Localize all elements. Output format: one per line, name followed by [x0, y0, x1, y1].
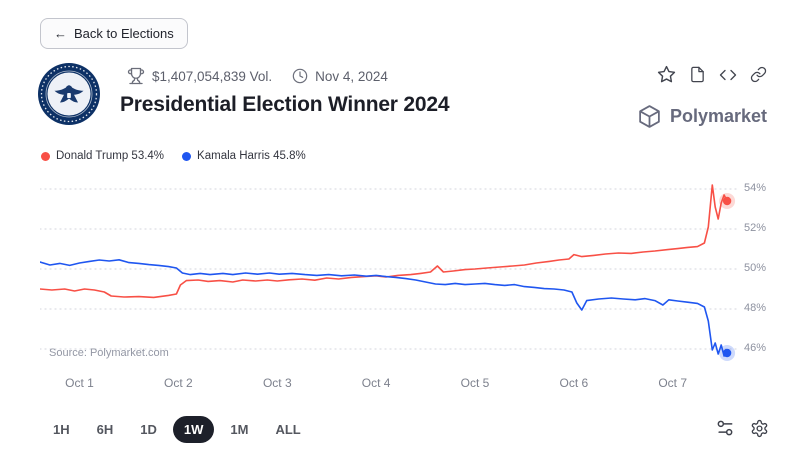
price-chart[interactable]: [40, 177, 737, 367]
range-1w-button[interactable]: 1W: [172, 416, 215, 443]
link-icon[interactable]: [750, 66, 767, 83]
legend-item: Kamala Harris 45.8%: [182, 150, 306, 162]
legend-label: Donald Trump 53.4%: [56, 150, 165, 162]
presidential-seal-icon: [37, 62, 101, 126]
source-attribution: Source: Polymarket.com: [49, 347, 169, 359]
legend-item: Donald Trump 53.4%: [41, 150, 164, 162]
back-button-label: Back to Elections: [74, 26, 174, 41]
document-icon[interactable]: [689, 66, 706, 83]
market-meta-row: $1,407,054,839 Vol. Nov 4, 2024: [127, 67, 388, 85]
end-date-text: Nov 4, 2024: [315, 68, 388, 84]
sliders-icon[interactable]: [715, 418, 735, 438]
chart-settings: [715, 418, 769, 438]
x-axis-label: Oct 1: [65, 376, 94, 390]
market-actions: [657, 65, 767, 84]
polymarket-wordmark: Polymarket: [669, 106, 767, 126]
range-1m-button[interactable]: 1M: [219, 416, 259, 443]
clock-icon: [292, 68, 308, 84]
range-6h-button[interactable]: 6H: [86, 416, 125, 443]
range-all-button[interactable]: ALL: [264, 416, 311, 443]
x-axis-label: Oct 3: [262, 376, 292, 390]
y-axis: 54% 52% 50% 48% 46%: [744, 177, 788, 367]
y-axis-label: 54%: [744, 182, 767, 194]
legend-dot: [41, 151, 50, 161]
gear-icon[interactable]: [750, 419, 769, 438]
back-arrow-icon: ←: [54, 26, 67, 41]
y-axis-label: 48%: [744, 302, 767, 314]
y-axis-label: 46%: [744, 342, 767, 354]
volume-text: $1,407,054,839 Vol.: [152, 68, 273, 84]
range-1d-button[interactable]: 1D: [129, 416, 168, 443]
x-axis-label: Oct 2: [164, 376, 193, 390]
x-axis-label: Oct 7: [658, 376, 688, 390]
page-title: Presidential Election Winner 2024: [120, 93, 450, 116]
legend-label: Kamala Harris 45.8%: [197, 150, 306, 162]
x-axis-label: Oct 6: [559, 376, 589, 390]
time-range-selector: 1H 6H 1D 1W 1M ALL: [42, 416, 312, 443]
x-axis-label: Oct 4: [361, 376, 391, 390]
x-axis-label: Oct 5: [460, 376, 490, 390]
y-axis-label: 52%: [744, 222, 767, 234]
legend-dot: [182, 151, 192, 161]
embed-code-icon[interactable]: [719, 66, 737, 84]
range-1h-button[interactable]: 1H: [42, 416, 81, 443]
x-axis: Oct 1 Oct 2 Oct 3 Oct 4 Oct 5 Oct 6 Oct 7: [40, 376, 737, 392]
chart-legend: Donald Trump 53.4% Kamala Harris 45.8%: [41, 150, 306, 162]
y-axis-label: 50%: [744, 262, 767, 274]
trophy-icon: [127, 67, 145, 85]
star-icon[interactable]: [657, 65, 676, 84]
back-to-elections-button[interactable]: ← Back to Elections: [40, 18, 188, 49]
polymarket-cube-icon: [637, 104, 662, 129]
polymarket-logo[interactable]: Polymarket: [637, 104, 767, 129]
